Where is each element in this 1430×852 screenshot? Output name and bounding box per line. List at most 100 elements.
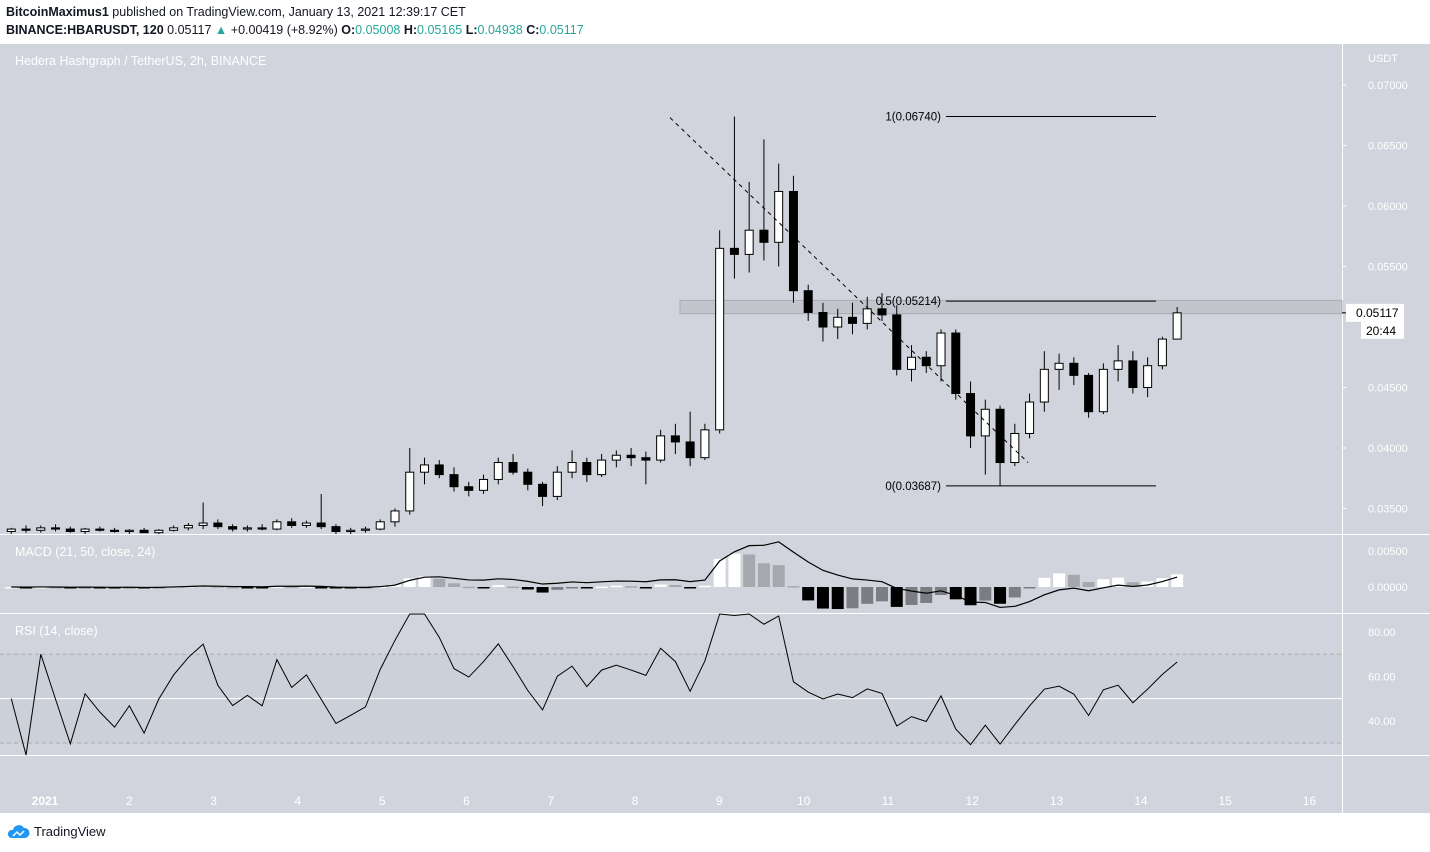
candle-down <box>464 486 474 491</box>
fib-level-label: 1(0.06740) <box>885 111 941 123</box>
candle-down <box>788 190 798 292</box>
candle-up <box>700 429 710 459</box>
macd-bar <box>684 587 697 589</box>
macd-bar <box>846 587 859 609</box>
candle-down <box>1128 360 1138 389</box>
macd-bar <box>669 584 682 587</box>
candle-up <box>774 190 784 243</box>
candle-down <box>966 393 976 437</box>
macd-bar <box>757 563 770 587</box>
macd-bar <box>329 587 342 589</box>
time-tick-label: 8 <box>632 794 639 808</box>
macd-bar <box>256 587 269 589</box>
candle-down <box>538 483 548 497</box>
candle-up <box>80 528 90 532</box>
candle-down <box>1069 362 1079 376</box>
candle-down <box>139 529 149 534</box>
candle-up <box>360 528 370 531</box>
resistance-zone <box>679 299 1343 315</box>
macd-bar <box>1038 577 1051 587</box>
candle-up <box>6 528 16 532</box>
high-value: 0.05165 <box>417 23 463 37</box>
time-tick-label: 13 <box>1050 794 1064 808</box>
last-price-box <box>1346 303 1404 322</box>
chart-title: Hedera Hashgraph / TetherUS, 2h, BINANCE <box>15 54 266 68</box>
candle-up <box>1098 368 1108 413</box>
rsi-tick-label: 80.00 <box>1368 627 1396 639</box>
candle-up <box>1039 368 1049 403</box>
candle-down <box>759 229 769 243</box>
fib-level-label: 0.5(0.05214) <box>876 296 941 308</box>
macd-bar <box>241 587 254 589</box>
macd-bar <box>477 587 490 589</box>
candle-down <box>228 526 238 530</box>
price-tick-label: 0.06500 <box>1368 141 1408 153</box>
macd-bar <box>226 586 239 589</box>
low-label: L: <box>465 23 478 37</box>
candle-down <box>21 528 31 531</box>
candle-down <box>95 528 105 531</box>
time-tick-label: 11 <box>882 794 895 808</box>
macd-bar <box>1112 577 1125 587</box>
macd-tick-label: 0.00000 <box>1368 582 1408 594</box>
candle-up <box>1010 432 1020 464</box>
macd-bar <box>79 587 92 589</box>
candle-down <box>818 311 828 328</box>
time-tick-label: 2 <box>126 794 133 808</box>
macd-bar <box>1023 587 1036 589</box>
candle-down <box>434 464 444 476</box>
candle-up <box>715 247 725 431</box>
open-value: 0.05008 <box>355 23 401 37</box>
candle-down <box>449 474 459 488</box>
macd-histogram <box>5 553 1184 610</box>
tradingview-cloud-icon <box>7 824 30 838</box>
time-tick-label: 2021 <box>32 794 59 808</box>
candle-up <box>390 510 400 523</box>
candle-down <box>523 471 533 485</box>
candle-up <box>198 522 208 526</box>
candle-up <box>375 521 385 530</box>
macd-bar <box>20 587 33 589</box>
rsi-line <box>10 613 1178 756</box>
footer: TradingView <box>6 824 106 839</box>
macd-tick-label: 0.00500 <box>1368 546 1408 558</box>
macd-bar <box>639 587 652 589</box>
candle-down <box>110 529 120 532</box>
candle-up <box>493 462 503 480</box>
time-tick-label: 10 <box>797 794 811 808</box>
candle-down <box>213 522 223 528</box>
macd-bar <box>521 587 534 590</box>
symbol-legend: BINANCE:HBARUSDT, 120 0.05117 ▲ +0.00419… <box>6 23 584 37</box>
rsi-tick-label: 40.00 <box>1368 716 1396 728</box>
candle-up <box>1054 362 1064 370</box>
candle-up <box>242 527 252 530</box>
candle-up <box>1025 401 1035 434</box>
price-change: +0.00419 (+8.92%) <box>230 23 338 37</box>
price-tick-label: 0.04000 <box>1368 443 1408 455</box>
candle-down <box>65 528 75 532</box>
chart-canvas[interactable]: 0.07000 0.06500 0.06000 0.05500 0.04500 0.040… <box>0 44 1430 813</box>
publisher-name[interactable]: BitcoinMaximus1 <box>6 5 109 19</box>
candle-up <box>597 459 607 476</box>
candle-up <box>169 527 179 531</box>
macd-bar <box>816 587 829 609</box>
publish-info: BitcoinMaximus1 published on TradingView… <box>6 5 466 19</box>
macd-bar <box>728 553 741 587</box>
candle-down <box>257 527 267 530</box>
candle-up <box>833 316 843 328</box>
symbol: BINANCE:HBARUSDT, 120 <box>6 23 164 37</box>
macd-bar <box>507 586 520 589</box>
macd-bar <box>1156 578 1169 587</box>
candle-down <box>892 314 902 370</box>
candle-down <box>641 457 651 461</box>
candle-up <box>552 471 562 497</box>
time-tick-label: 15 <box>1219 794 1233 808</box>
candle-down <box>951 332 961 395</box>
price-tick-label: 0.05500 <box>1368 262 1408 274</box>
candle-down <box>685 441 695 459</box>
candle-up <box>479 478 489 491</box>
brand-name[interactable]: TradingView <box>34 824 106 839</box>
high-label: H: <box>403 23 418 37</box>
macd-bar <box>580 587 593 589</box>
macd-bar <box>1008 587 1021 598</box>
